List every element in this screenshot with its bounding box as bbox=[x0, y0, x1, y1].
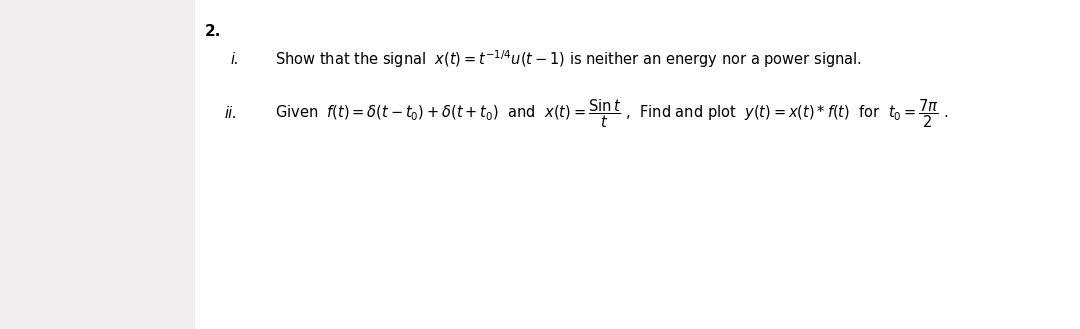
Text: Show that the signal  $x(t) = t^{-1/4}u(t-1)$ is neither an energy nor a power s: Show that the signal $x(t) = t^{-1/4}u(t… bbox=[275, 48, 862, 70]
Text: i.: i. bbox=[230, 52, 239, 66]
Text: 2.: 2. bbox=[205, 23, 221, 38]
Text: ii.: ii. bbox=[224, 107, 237, 121]
FancyBboxPatch shape bbox=[195, 0, 1080, 329]
Text: Given  $f(t) = \delta(t-t_0)+\delta(t+t_0)$  and  $x(t) = \dfrac{\mathrm{Sin}\,t: Given $f(t) = \delta(t-t_0)+\delta(t+t_0… bbox=[275, 98, 948, 130]
